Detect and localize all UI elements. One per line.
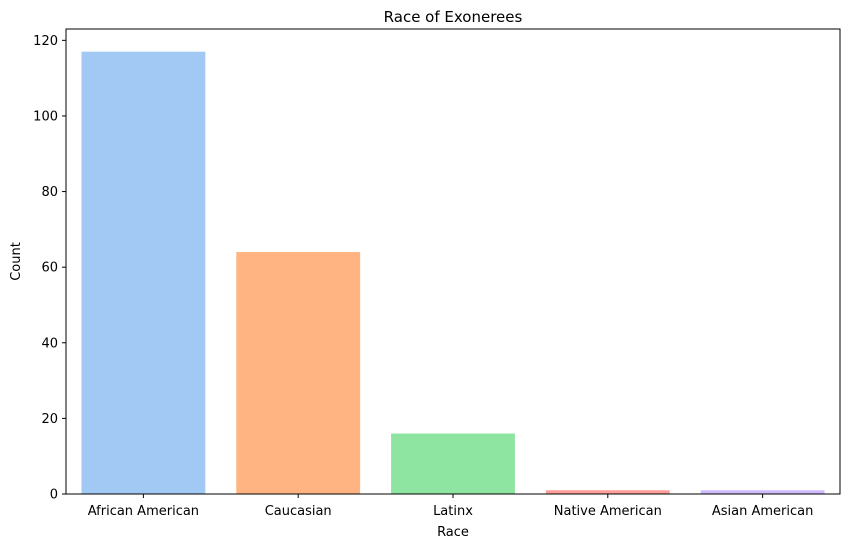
x-tick-label: Native American xyxy=(554,504,662,519)
y-axis-title: Count xyxy=(9,242,24,281)
x-tick-label: Latinx xyxy=(433,504,473,519)
y-axis-ticks: 0 20 40 60 80 100 120 xyxy=(33,34,66,503)
plot-frame xyxy=(65,28,841,495)
bar-native-american xyxy=(545,490,670,494)
y-tick-label: 0 xyxy=(50,488,58,503)
bar-latinx xyxy=(391,433,515,494)
y-tick-label: 120 xyxy=(33,34,58,49)
x-axis-ticks: African American Caucasian Latinx Native Am… xyxy=(88,494,813,519)
y-tick-label: 40 xyxy=(41,336,58,351)
bar-african-american xyxy=(81,51,206,495)
x-tick-label: Caucasian xyxy=(265,504,332,519)
x-tick-label: Asian American xyxy=(712,504,813,519)
x-tick-label: African American xyxy=(88,504,199,519)
y-tick-label: 80 xyxy=(41,185,58,200)
chart-title: Race of Exonerees xyxy=(384,8,523,26)
y-tick-label: 60 xyxy=(41,261,58,276)
bars-group xyxy=(81,51,825,495)
bar-caucasian xyxy=(236,252,361,494)
y-tick-label: 100 xyxy=(33,109,58,124)
bar-asian-american xyxy=(700,490,825,494)
y-tick-label: 20 xyxy=(41,412,58,427)
x-axis-title: Race xyxy=(437,525,469,540)
